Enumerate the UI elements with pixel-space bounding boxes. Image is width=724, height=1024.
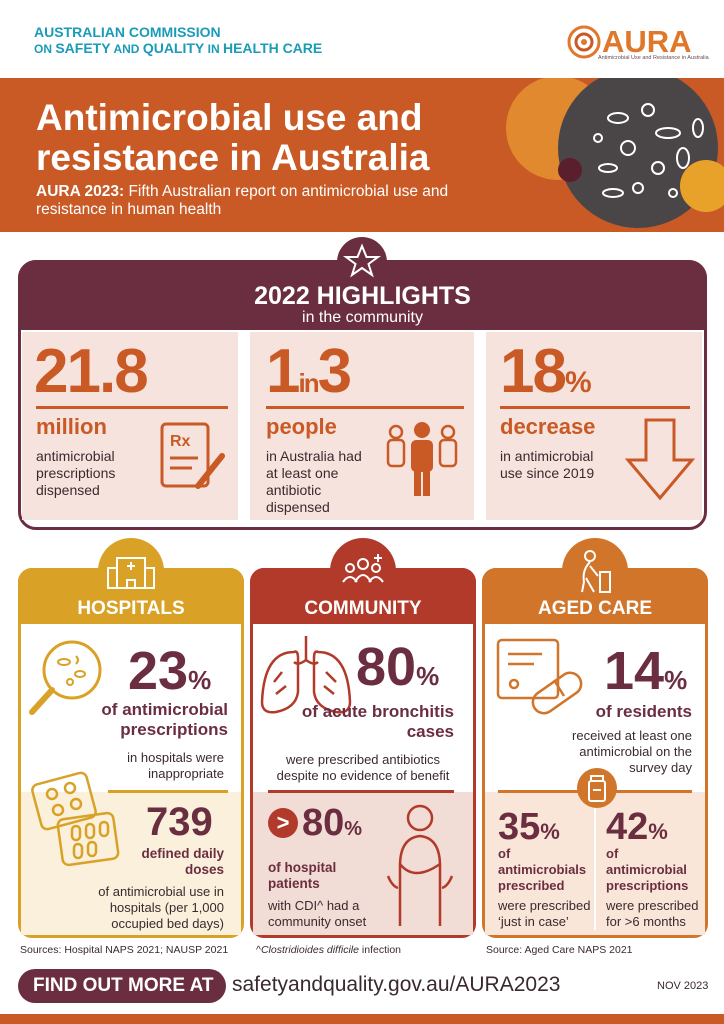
aged-care-stat2-desc: were prescribed ‘just in case’ xyxy=(498,898,591,929)
title-banner xyxy=(0,78,724,232)
divider-line xyxy=(108,790,228,793)
website-link[interactable]: safetyandquality.gov.au/AURA2023 xyxy=(232,973,561,996)
stat-decrease-value: 18% xyxy=(500,337,592,406)
aged-care-stat3-label: of antimicrobial prescriptions xyxy=(606,846,689,893)
divider-line xyxy=(500,406,690,409)
patient-abdominal-pain-icon xyxy=(386,804,454,926)
highlights-subtitle: in the community xyxy=(302,309,423,326)
hospitals-stat2-desc: of antimicrobial use in hospitals (per 1… xyxy=(98,884,224,931)
aged-care-stat1-label: of residents xyxy=(595,702,692,721)
divider-line xyxy=(266,406,464,409)
stat-decrease-unit: decrease xyxy=(500,414,596,439)
down-arrow-icon xyxy=(624,418,696,501)
find-out-more-label: FIND OUT MORE AT xyxy=(33,975,214,996)
pill-blister-icon xyxy=(31,771,120,867)
hospitals-title: HOSPITALS xyxy=(77,598,185,619)
bottom-bar xyxy=(0,1014,724,1024)
aged-care-stat2-value: 35% xyxy=(498,806,560,848)
aged-care-stat3-value: 42% xyxy=(606,806,668,848)
divider-line xyxy=(36,406,228,409)
aged-care-stat1-desc: received at least one antimicrobial on t… xyxy=(572,728,692,775)
aura-logo-icon xyxy=(567,25,601,59)
aged-care-stat2-label: of antimicrobials prescribed xyxy=(498,846,587,893)
aged-care-title: AGED CARE xyxy=(537,598,652,619)
page-title: Antimicrobial use and resistance in Aust… xyxy=(36,97,430,178)
aged-care-stat1-value: 14% xyxy=(604,641,688,701)
community-stat2-label: of hospital patients xyxy=(268,860,337,891)
stat-prescriptions-desc: antimicrobial prescriptions dispensed xyxy=(36,448,116,498)
hospitals-stat1-value: 23% xyxy=(128,641,212,701)
pill-bottle-icon xyxy=(577,768,617,808)
aged-care-source: Source: Aged Care NAPS 2021 xyxy=(486,944,633,956)
community-title: COMMUNITY xyxy=(304,598,422,619)
hospitals-stat2-label: defined daily doses xyxy=(141,846,224,877)
divider-line xyxy=(268,790,454,793)
stat-people-desc: in Australia had at least one antibiotic… xyxy=(266,448,362,515)
stat-prescriptions-value: 21.8 xyxy=(34,337,149,406)
org-line-2: ON SAFETY AND QUALITY IN HEALTH CARE xyxy=(34,40,323,56)
stat-people-value: 1in3 xyxy=(266,337,352,406)
community-stat2-desc: with CDI^ had a community onset xyxy=(268,898,367,929)
magnifier-bacteria-icon xyxy=(29,640,102,715)
highlight-card-people xyxy=(250,332,474,520)
star-icon xyxy=(337,237,387,287)
svg-text:Rx: Rx xyxy=(170,433,191,450)
hospitals-source: Sources: Hospital NAPS 2021; NAUSP 2021 xyxy=(20,944,229,956)
stat-people-unit: people xyxy=(266,414,337,439)
column-divider xyxy=(594,808,596,930)
aura-logo-text: AURA xyxy=(602,24,692,59)
prescription-icon: Rx xyxy=(160,422,225,489)
community-stat2-value: 80% xyxy=(302,802,363,844)
find-out-more-badge xyxy=(18,969,226,1003)
elderly-person-icon xyxy=(562,538,628,604)
document-capsule-icon xyxy=(496,638,583,715)
hospitals-stat1-label: of antimicrobial prescriptions xyxy=(101,700,228,739)
stat-decrease-desc: in antimicrobial use since 2019 xyxy=(500,448,595,481)
community-stat1-desc: were prescribed antibiotics despite no e… xyxy=(276,752,450,783)
organisation-name: AUSTRALIAN COMMISSION ON SAFETY AND QUAL… xyxy=(34,24,322,57)
hospitals-stat1-desc: in hospitals were inappropriate xyxy=(127,750,224,781)
community-stat1-label: of acute bronchitis cases xyxy=(301,702,454,741)
microbes-illustration xyxy=(506,78,724,228)
community-stat1-value: 80% xyxy=(356,637,440,697)
stat-prescriptions-unit: million xyxy=(36,414,107,439)
aged-care-stat3-desc: were prescribed for >6 months xyxy=(606,898,699,929)
community-footnote: ^Clostridioides difficile infection xyxy=(256,944,402,956)
hospital-building-icon xyxy=(98,538,164,604)
report-subtitle: AURA 2023: Fifth Australian report on an… xyxy=(36,183,449,218)
aura-logo-subtitle: Antimicrobial Use and Resistance in Aust… xyxy=(598,55,709,61)
lungs-icon xyxy=(260,636,352,714)
publication-date: NOV 2023 xyxy=(657,980,709,992)
highlights-title: 2022 HIGHLIGHTS xyxy=(254,282,471,310)
people-icon xyxy=(386,422,458,496)
community-group-icon xyxy=(330,538,396,604)
org-line-1: AUSTRALIAN COMMISSION xyxy=(34,24,221,40)
hospitals-stat2-value: 739 xyxy=(146,800,213,844)
highlight-card-prescriptions xyxy=(22,332,238,520)
greater-than-badge: > xyxy=(268,808,298,838)
